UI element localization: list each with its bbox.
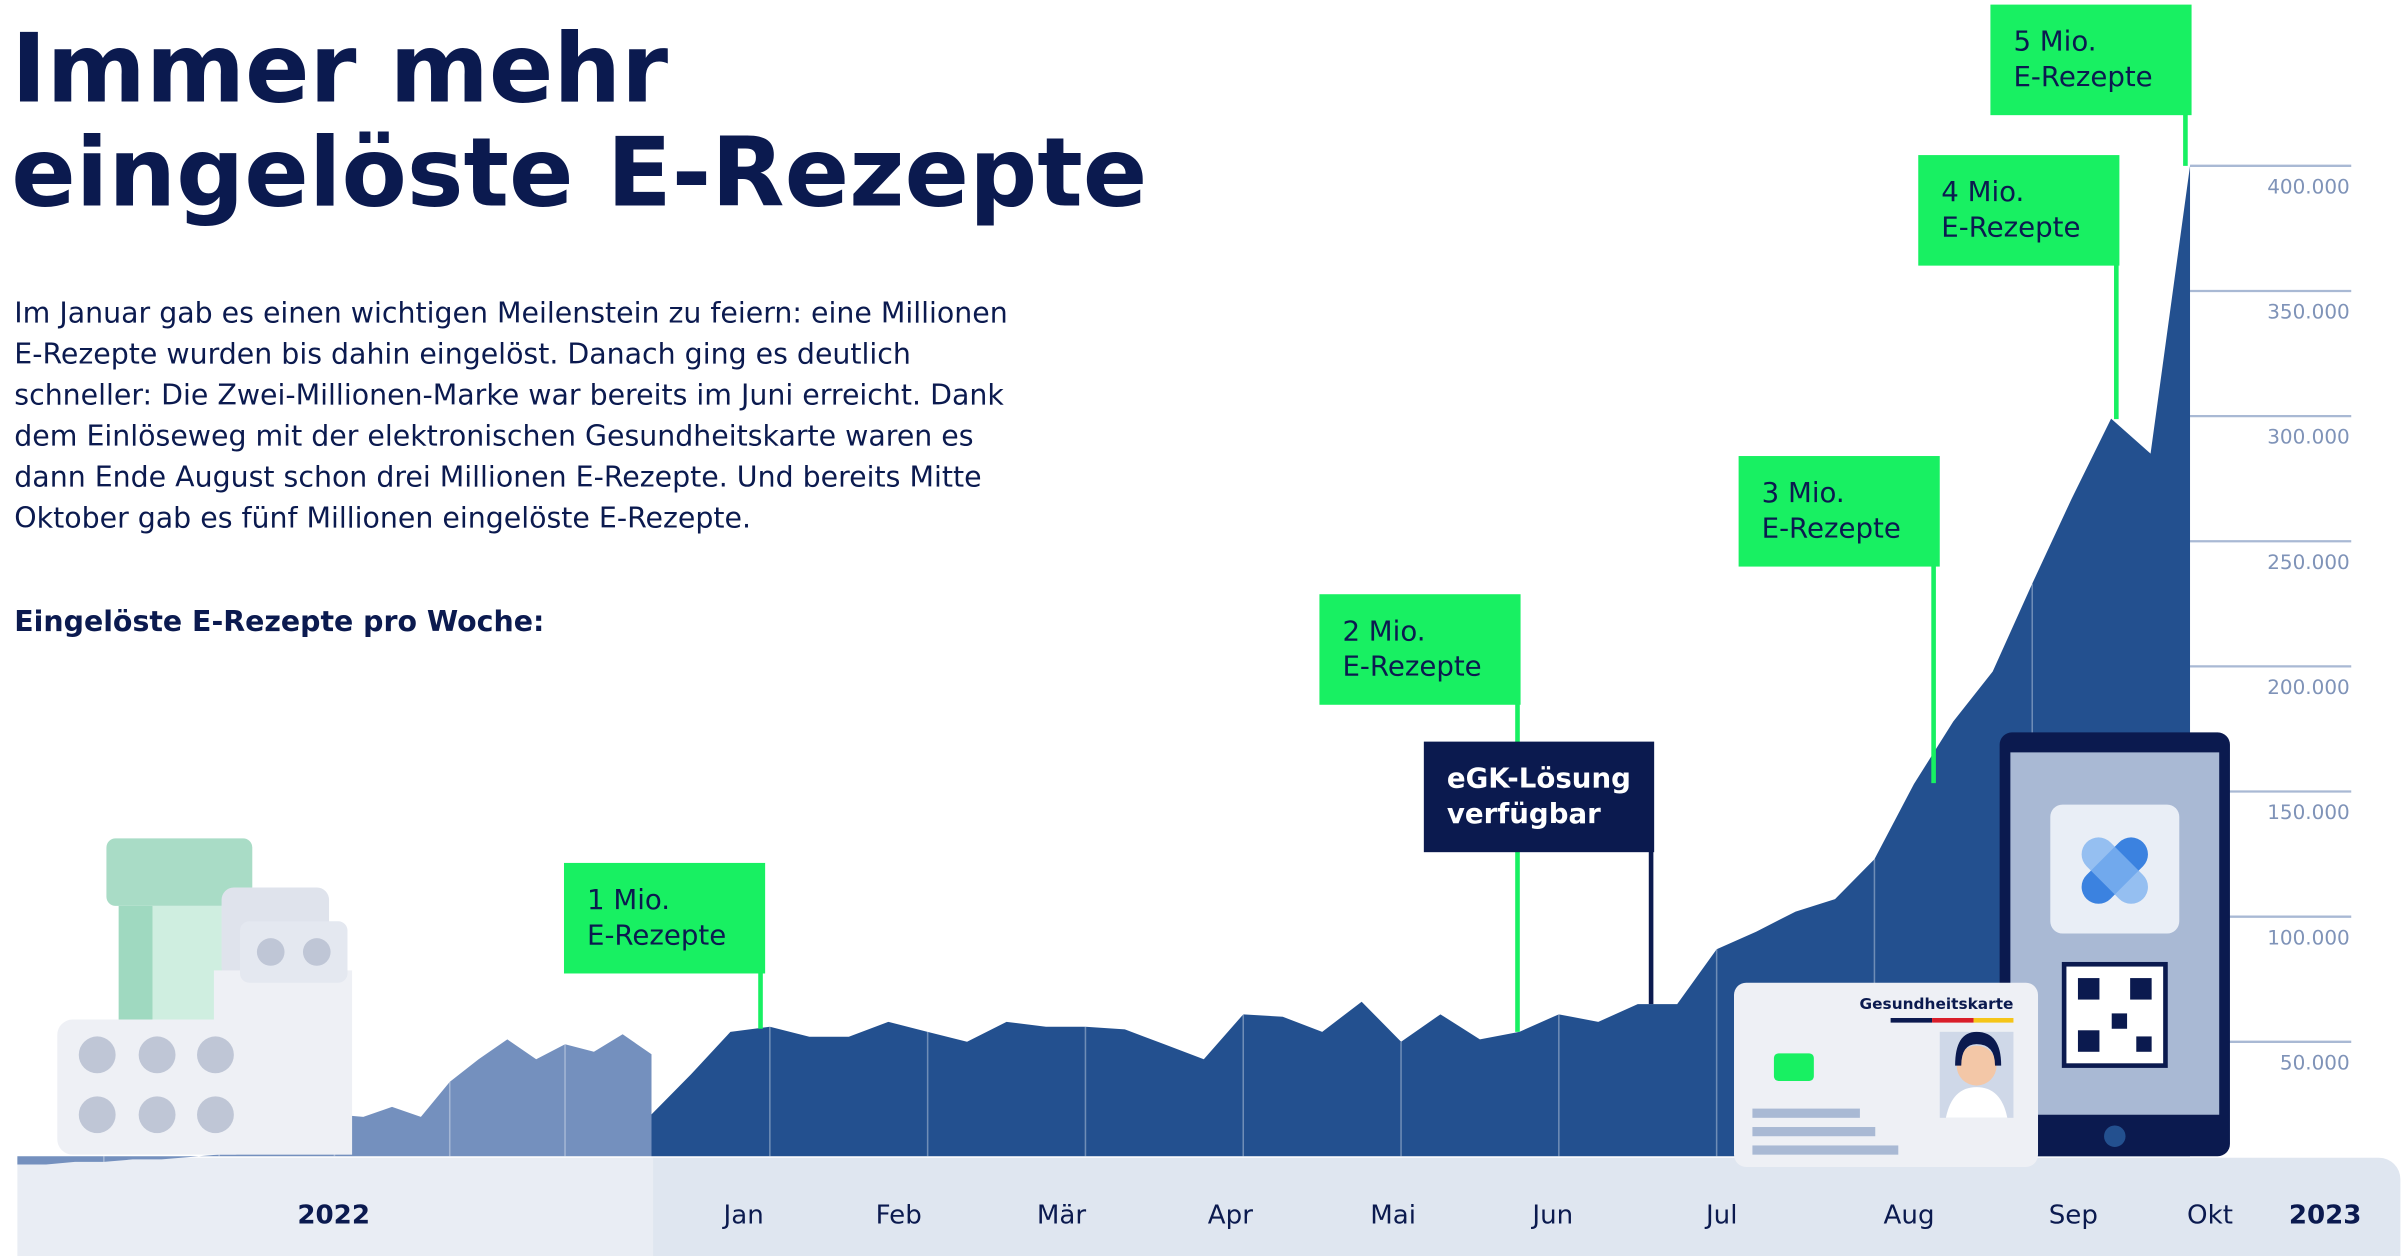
y-tick-label: 50.000 (2280, 1050, 2350, 1074)
x-tick-label: Okt (2187, 1201, 2233, 1231)
subtitle: Eingelöste E-Rezepte pro Woche: (14, 605, 544, 638)
x-tick-label: 2022 (297, 1201, 370, 1231)
y-tick-label: 100.000 (2267, 925, 2350, 949)
chart: Immer mehreingelöste E-Rezepte Im Januar … (0, 0, 2407, 1256)
annotation-text: E-Rezepte (1941, 210, 2080, 243)
annotation-text: 4 Mio. (1941, 175, 2024, 208)
annotation-text: 3 Mio. (1762, 476, 1845, 509)
intro-line: Oktober gab es fünf Millionen eingelöste… (14, 501, 751, 534)
x-tick-label: Mär (1037, 1201, 1087, 1231)
intro-line: dann Ende August schon drei Millionen E-… (14, 460, 981, 493)
y-tick-label: 350.000 (2267, 300, 2350, 324)
annotation-text: E-Rezepte (587, 918, 726, 951)
annotation-text: 5 Mio. (2013, 25, 2096, 58)
intro-line: dem Einlöseweg mit der elektronischen Ge… (14, 419, 973, 452)
pill-illustration (57, 838, 352, 1154)
annotation-text: 1 Mio. (587, 883, 670, 916)
x-tick-label: Mai (1370, 1201, 1416, 1231)
annotation-text: eGK-Lösung (1447, 762, 1631, 795)
card-label: Gesundheitskarte (1860, 995, 2014, 1013)
title-line: Immer mehr (11, 14, 668, 124)
x-tick-label: Apr (1208, 1201, 1253, 1231)
x-tick-label: Feb (876, 1201, 922, 1231)
title-line: eingelöste E-Rezepte (11, 119, 1147, 229)
y-tick-label: 400.000 (2267, 174, 2350, 198)
page: {"chart_data": {"type": "area", "title":… (0, 0, 2407, 1256)
x-tick-label: 2023 (2289, 1201, 2362, 1231)
annotation-text: E-Rezepte (1342, 650, 1481, 683)
y-tick-label: 300.000 (2267, 425, 2350, 449)
y-tick-label: 200.000 (2267, 675, 2350, 699)
x-tick-label: Sep (2049, 1201, 2098, 1231)
y-tick-label: 150.000 (2267, 800, 2350, 824)
health-card-illustration: Gesundheitskarte (1734, 983, 2038, 1167)
x-tick-label: Jul (1704, 1201, 1737, 1231)
annotation-text: verfügbar (1447, 797, 1601, 830)
annotation-text: E-Rezepte (1762, 511, 1901, 544)
intro-line: E-Rezepte wurden bis dahin eingelöst. Da… (14, 337, 911, 370)
x-tick-label: Jun (1530, 1201, 1573, 1231)
annotation-text: E-Rezepte (2013, 60, 2152, 93)
x-tick-label: Jan (722, 1201, 764, 1231)
y-tick-label: 250.000 (2267, 550, 2350, 574)
x-tick-label: Aug (1884, 1201, 1935, 1231)
annotation-text: 2 Mio. (1342, 614, 1425, 647)
intro-line: Im Januar gab es einen wichtigen Meilens… (14, 296, 1007, 329)
intro-line: schneller: Die Zwei-Millionen-Marke war … (14, 378, 1004, 411)
